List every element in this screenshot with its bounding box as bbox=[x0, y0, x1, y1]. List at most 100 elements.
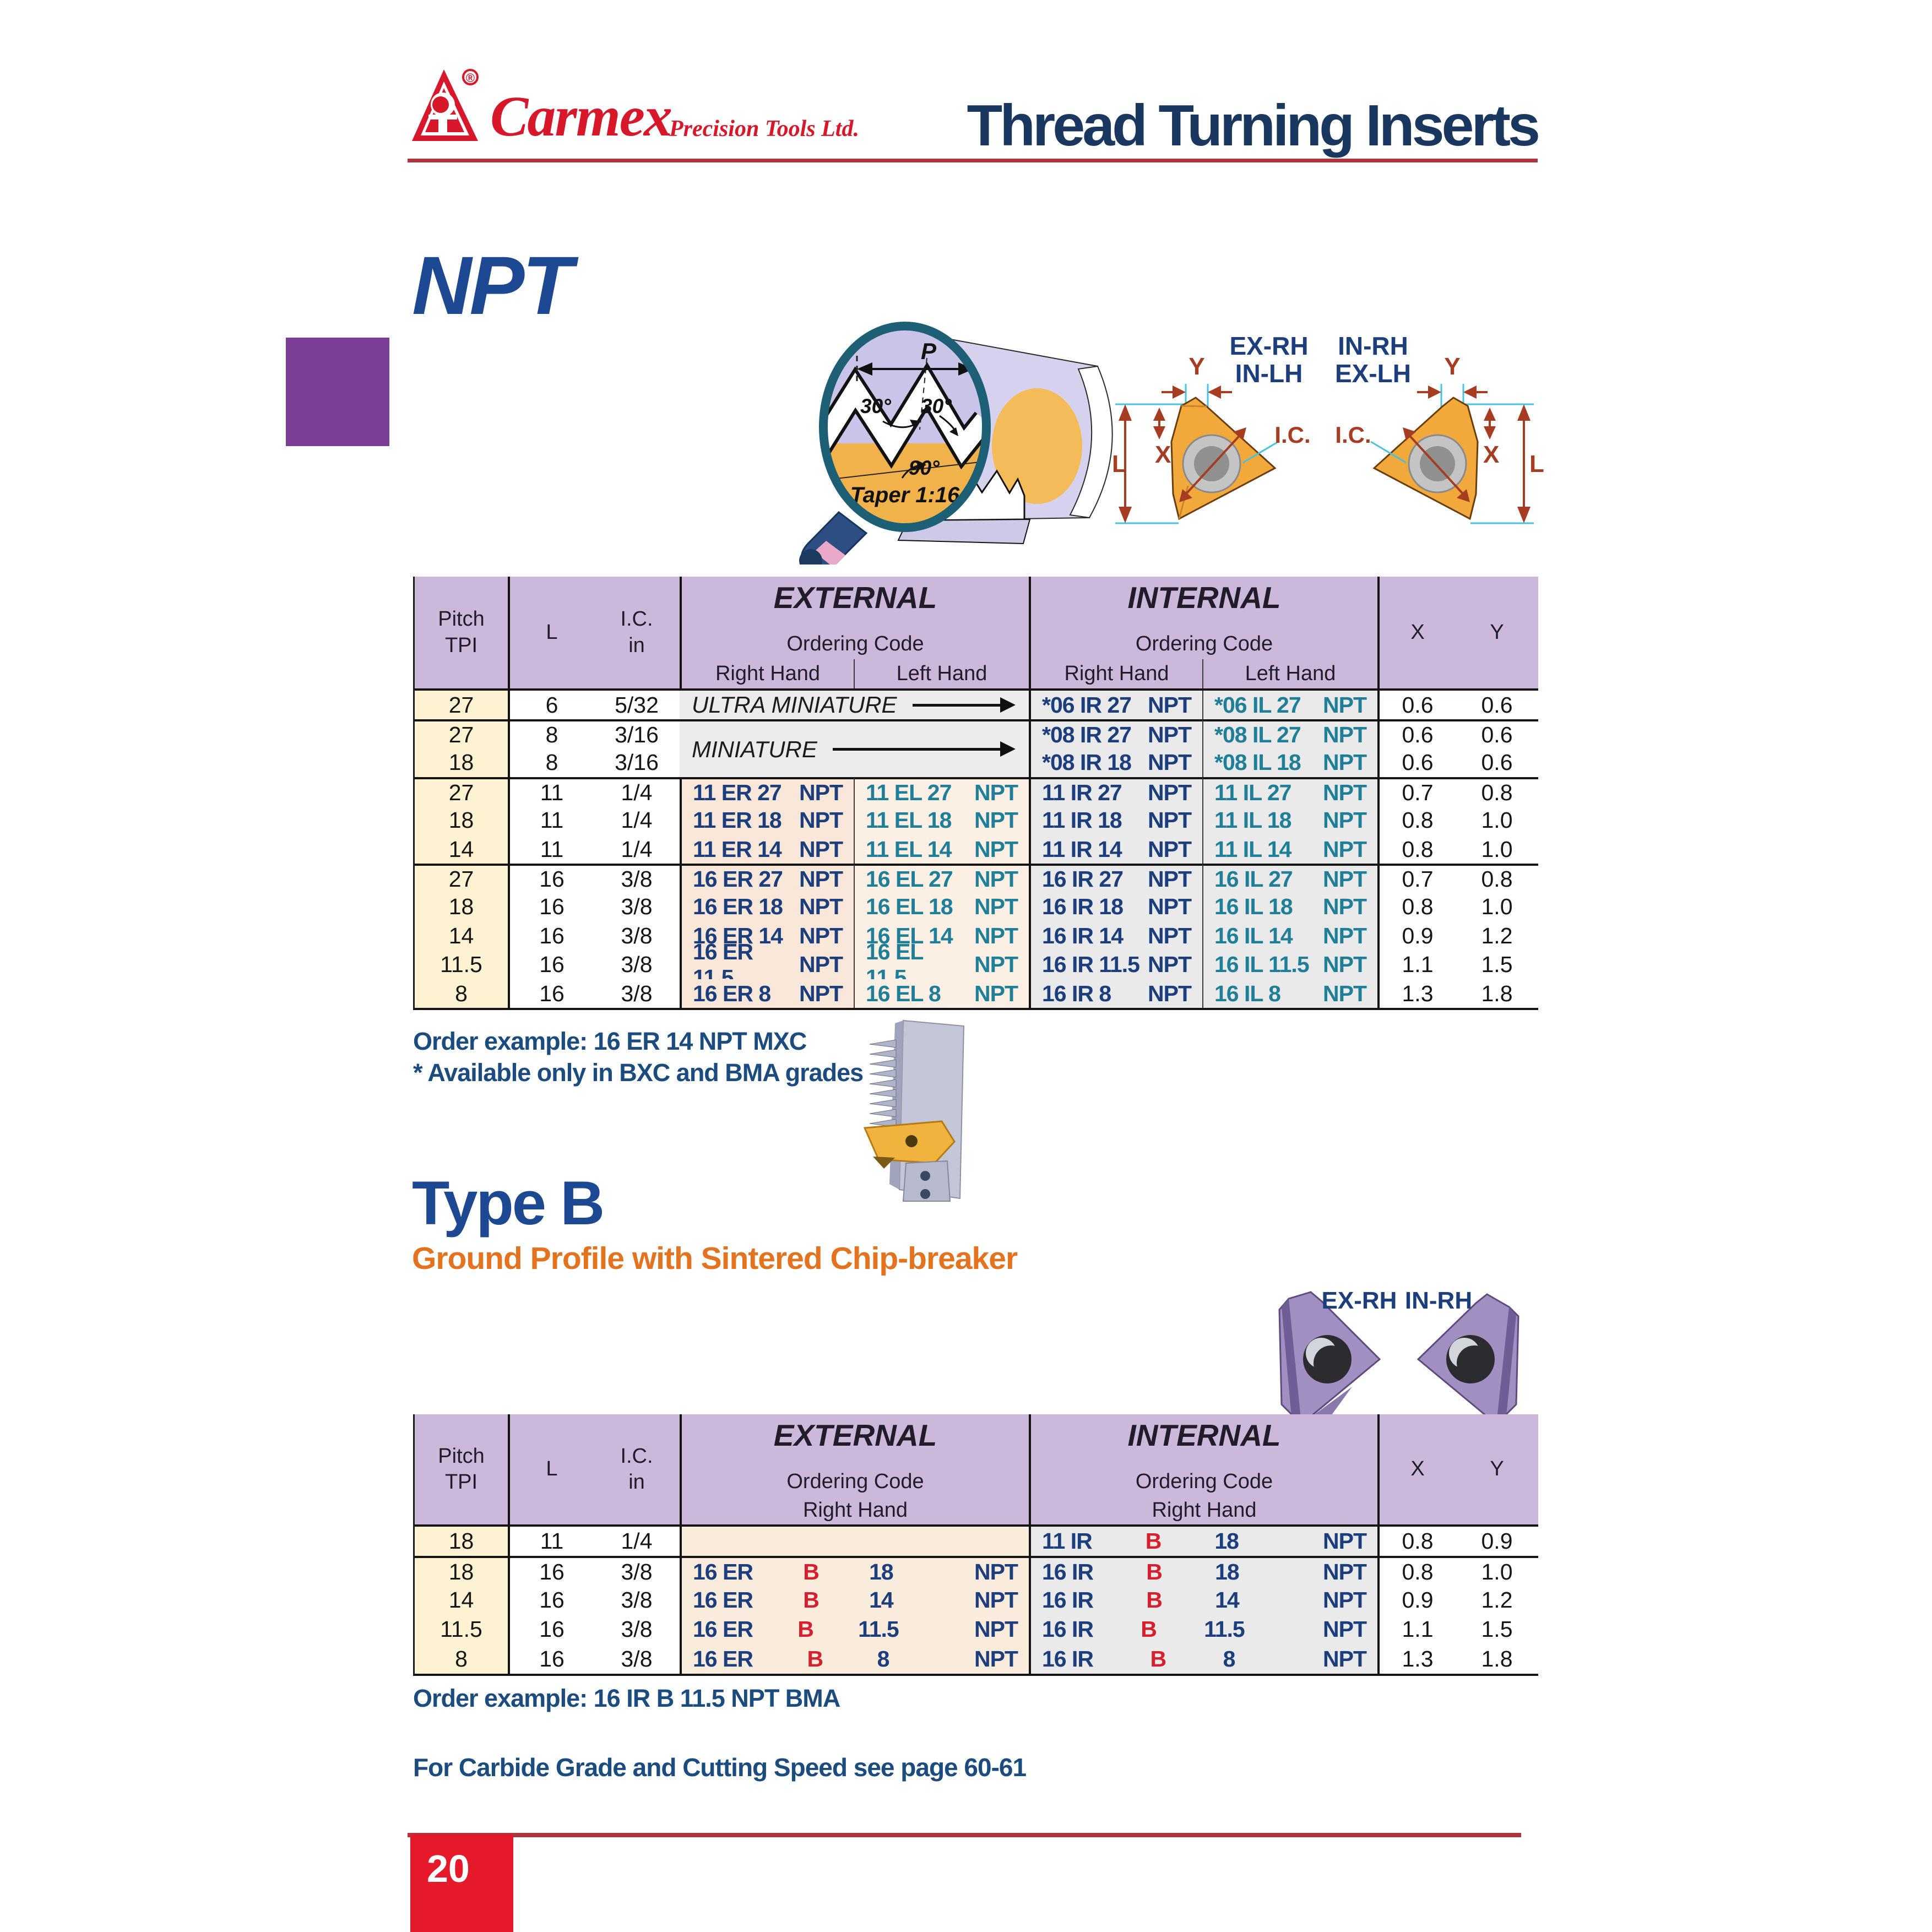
value-cell: 0.8 bbox=[1456, 777, 1538, 806]
label-in-rh: IN-RH bbox=[1338, 332, 1408, 360]
value-cell: 1.0 bbox=[1456, 834, 1538, 864]
value-cell: 16 bbox=[508, 1556, 594, 1586]
section-title-type-b: Type B bbox=[412, 1169, 605, 1238]
col-header-y: Y bbox=[1456, 1414, 1538, 1524]
ordering-code-cell: 11 EL 18 NPT bbox=[854, 806, 1029, 835]
value-cell: 14 bbox=[415, 834, 508, 864]
label-typeb-ex-rh: EX-RH bbox=[1322, 1287, 1397, 1314]
ordering-code-cell: 16 ER 27 NPT bbox=[680, 864, 854, 893]
value-cell: 0.8 bbox=[1377, 834, 1456, 864]
ordering-code-cell: *08 IL 27 NPT bbox=[1202, 719, 1377, 748]
ordering-code-cell: 16 ER 14 NPT bbox=[680, 921, 854, 951]
value-cell: 0.9 bbox=[1377, 921, 1456, 951]
ordering-code-cell: 16 EL 8 NPT bbox=[854, 979, 1029, 1008]
brand-name: Carmex bbox=[490, 85, 672, 148]
value-cell: 11 bbox=[508, 1527, 594, 1556]
value-cell: 3/8 bbox=[594, 1585, 680, 1615]
brand-suffix: Precision Tools Ltd. bbox=[669, 116, 859, 142]
ordering-code-cell: *08 IL 18 NPT bbox=[1202, 748, 1377, 778]
internal-header: INTERNAL Ordering Code bbox=[1029, 577, 1377, 659]
ordering-code-cell: 16 IR B 8 NPT bbox=[1029, 1644, 1377, 1674]
label-ic-right: I.C. bbox=[1335, 422, 1371, 448]
label-angle-right: 30° bbox=[921, 395, 952, 417]
ordering-code-cell: 16 ER B 14 NPT bbox=[680, 1585, 1029, 1615]
ordering-code-cell: 16 IR B 11.5 NPT bbox=[1029, 1615, 1377, 1645]
threading-tool-photo bbox=[863, 1019, 965, 1202]
ordering-code-cell: 16 ER 18 NPT bbox=[680, 892, 854, 922]
col-header-ic: I.C. in bbox=[594, 577, 680, 688]
value-cell: 11.5 bbox=[415, 950, 508, 979]
ordering-code-cell: 16 IL 11.5 NPT bbox=[1202, 950, 1377, 979]
ordering-code-cell: 16 IR 11.5 NPT bbox=[1029, 950, 1202, 979]
value-cell: 0.6 bbox=[1377, 719, 1456, 748]
internal-right-hand-header: Right Hand bbox=[1029, 659, 1202, 688]
value-cell: 16 bbox=[508, 1585, 594, 1615]
value-cell: 0.6 bbox=[1456, 748, 1538, 778]
value-cell: 1/4 bbox=[594, 834, 680, 864]
value-cell: 0.6 bbox=[1377, 691, 1456, 720]
npt-table: Pitch TPI L I.C. in EXTERNAL Ordering Code … bbox=[413, 577, 1538, 1011]
ordering-code-cell: *08 IR 27 NPT bbox=[1029, 719, 1202, 748]
ordering-code-cell: *06 IL 27 NPT bbox=[1202, 691, 1377, 720]
miniature-label-cell: ULTRA MINIATURE bbox=[680, 691, 1029, 720]
value-cell: 27 bbox=[415, 777, 508, 806]
value-cell: 8 bbox=[508, 748, 594, 778]
value-cell: 14 bbox=[415, 1585, 508, 1615]
value-cell: 0.8 bbox=[1456, 864, 1538, 893]
value-cell: 3/8 bbox=[594, 1644, 680, 1674]
value-cell: 1/4 bbox=[594, 777, 680, 806]
col-header-x: X bbox=[1377, 1414, 1456, 1524]
col-header-x: X bbox=[1377, 577, 1456, 688]
value-cell: 8 bbox=[415, 979, 508, 1008]
npt-table-header: Pitch TPI L I.C. in EXTERNAL Ordering Code … bbox=[415, 577, 1538, 691]
page-number: 20 bbox=[427, 1847, 470, 1890]
value-cell: 16 bbox=[508, 950, 594, 979]
value-cell: 1.0 bbox=[1456, 806, 1538, 835]
value-cell: 1.3 bbox=[1377, 979, 1456, 1008]
ordering-code-cell: 16 EL 11.5 NPT bbox=[854, 939, 1029, 990]
ordering-code-cell: 16 IL 14 NPT bbox=[1202, 921, 1377, 951]
value-cell: 16 bbox=[508, 892, 594, 922]
page-number-badge: 20 bbox=[410, 1835, 513, 1932]
ordering-code-cell: *06 IR 27 NPT bbox=[1029, 691, 1202, 720]
internal-left-hand-header: Left Hand bbox=[1202, 659, 1377, 688]
type-b-subtitle: Ground Profile with Sintered Chip-breake… bbox=[412, 1241, 1018, 1276]
value-cell: 27 bbox=[415, 691, 508, 720]
ordering-code-cell: 16 IR 27 NPT bbox=[1029, 864, 1202, 893]
label-ex-lh: EX-LH bbox=[1335, 359, 1411, 388]
type-b-table-body: 18 11 1/4 11 IR B 18 NPT 0.8 0.9 18 16 3/8 16 ER B 18 N… bbox=[415, 1527, 1538, 1676]
label-taper: Taper 1:16 bbox=[850, 483, 960, 507]
ordering-code-cell: 16 EL 14 NPT bbox=[854, 921, 1029, 951]
value-cell: 0.6 bbox=[1456, 691, 1538, 720]
ordering-code-cell: 16 IL 8 NPT bbox=[1202, 979, 1377, 1008]
value-cell: 16 bbox=[508, 921, 594, 951]
value-cell: 1/4 bbox=[594, 1527, 680, 1556]
ordering-code-cell: 16 IL 27 NPT bbox=[1202, 864, 1377, 893]
external-left-hand-header: Left Hand bbox=[854, 659, 1029, 688]
value-cell: 16 bbox=[508, 1615, 594, 1645]
ordering-code-cell: 16 EL 27 NPT bbox=[854, 864, 1029, 893]
col-header-ic: I.C. in bbox=[594, 1414, 680, 1524]
value-cell: 3/8 bbox=[594, 921, 680, 951]
npt-table-body: 27 6 5/32 ULTRA MINIATURE *06 IR 27 NPT *06 IL… bbox=[415, 691, 1538, 1011]
ordering-code-cell: 16 IR B 18 NPT bbox=[1029, 1556, 1377, 1586]
label-x-left: X bbox=[1155, 441, 1171, 468]
ordering-code-cell: 16 ER B 8 NPT bbox=[680, 1644, 1029, 1674]
value-cell: 0.9 bbox=[1456, 1527, 1538, 1556]
label-pitch-p: P bbox=[921, 338, 937, 364]
external-right-hand-header: Right Hand bbox=[680, 659, 854, 688]
value-cell: 16 bbox=[508, 864, 594, 893]
thread-profile-diagram: P 30° 30° 90° Taper 1:16 bbox=[799, 322, 1113, 565]
order-example-note-2: Order example: 16 IR B 11.5 NPT BMA bbox=[413, 1684, 840, 1712]
col-header-l: L bbox=[508, 577, 594, 688]
internal-header: INTERNAL Ordering Code bbox=[1029, 1414, 1377, 1497]
label-in-lh: IN-LH bbox=[1235, 359, 1303, 388]
value-cell: 3/8 bbox=[594, 1615, 680, 1645]
col-header-pitch: Pitch TPI bbox=[415, 1414, 508, 1524]
ordering-code-cell: 16 ER 8 NPT bbox=[680, 979, 854, 1008]
value-cell: 18 bbox=[415, 1527, 508, 1556]
value-cell: 1.1 bbox=[1377, 950, 1456, 979]
value-cell: 5/32 bbox=[594, 691, 680, 720]
label-ex-rh: EX-RH bbox=[1229, 332, 1308, 360]
